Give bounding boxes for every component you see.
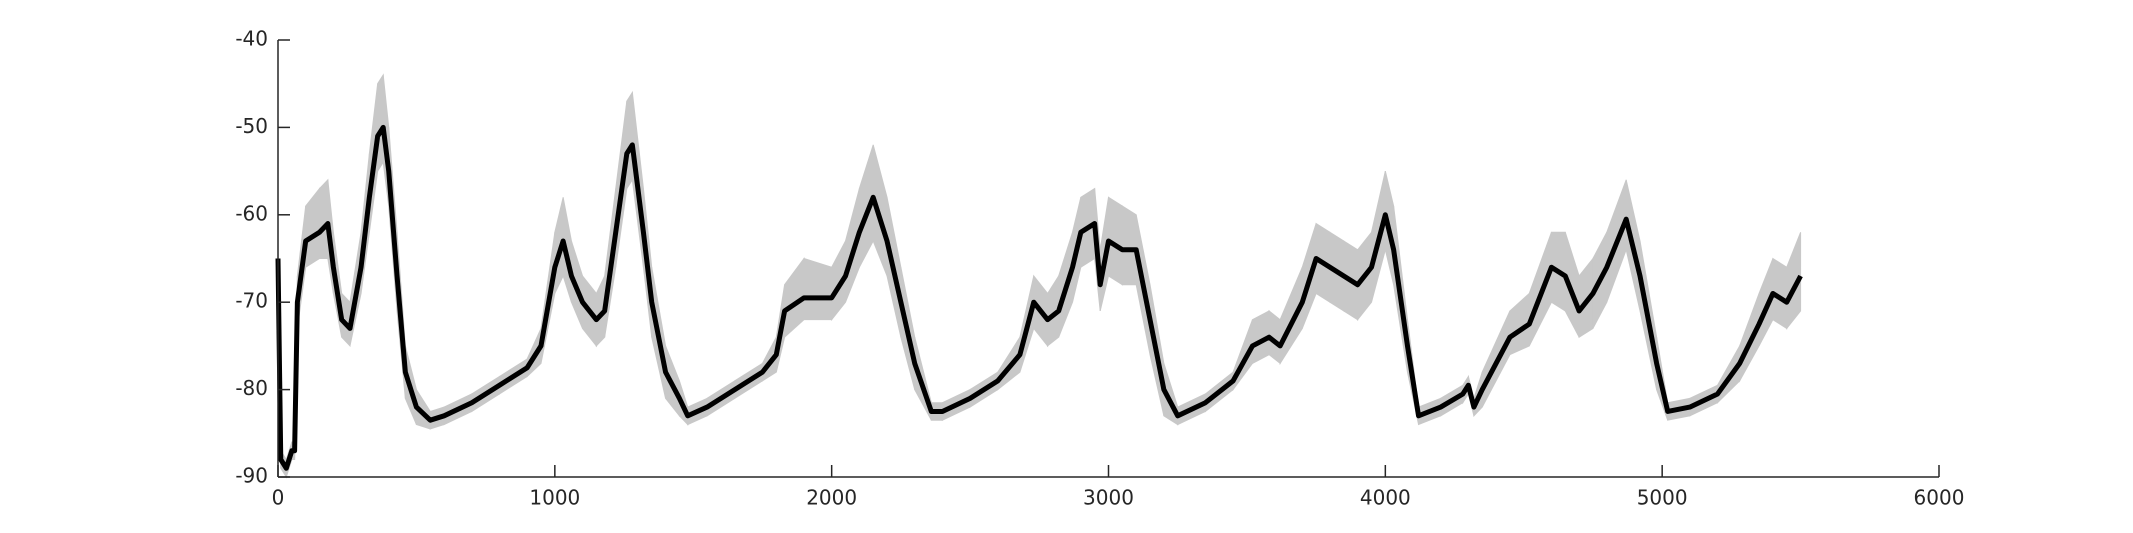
band	[1279, 267, 1303, 366]
band	[1121, 205, 1137, 286]
line	[275, 124, 1803, 471]
x-tick-label: 2000	[806, 486, 857, 510]
y-tick-label: -50	[235, 114, 268, 138]
x-tick-label: 0	[272, 486, 285, 510]
x-tick-label: 6000	[1914, 486, 1965, 510]
y-tick-label: -70	[235, 289, 268, 313]
y-tick-label: -60	[235, 201, 268, 225]
x-tick-label: 1000	[529, 486, 580, 510]
band	[1786, 232, 1802, 330]
band	[803, 257, 833, 321]
band	[626, 90, 633, 191]
band	[377, 73, 384, 173]
band	[305, 187, 321, 269]
band	[997, 335, 1021, 391]
x-tick-label: 5000	[1637, 486, 1688, 510]
band	[1717, 343, 1741, 404]
y-tick-label: -80	[235, 376, 268, 400]
x-tick-label: 3000	[1083, 486, 1134, 510]
band	[1739, 293, 1760, 383]
x-tick-label: 4000	[1360, 486, 1411, 510]
y-tick-label: -40	[235, 27, 268, 51]
band	[319, 178, 329, 259]
y-tick-label: -90	[235, 464, 268, 488]
